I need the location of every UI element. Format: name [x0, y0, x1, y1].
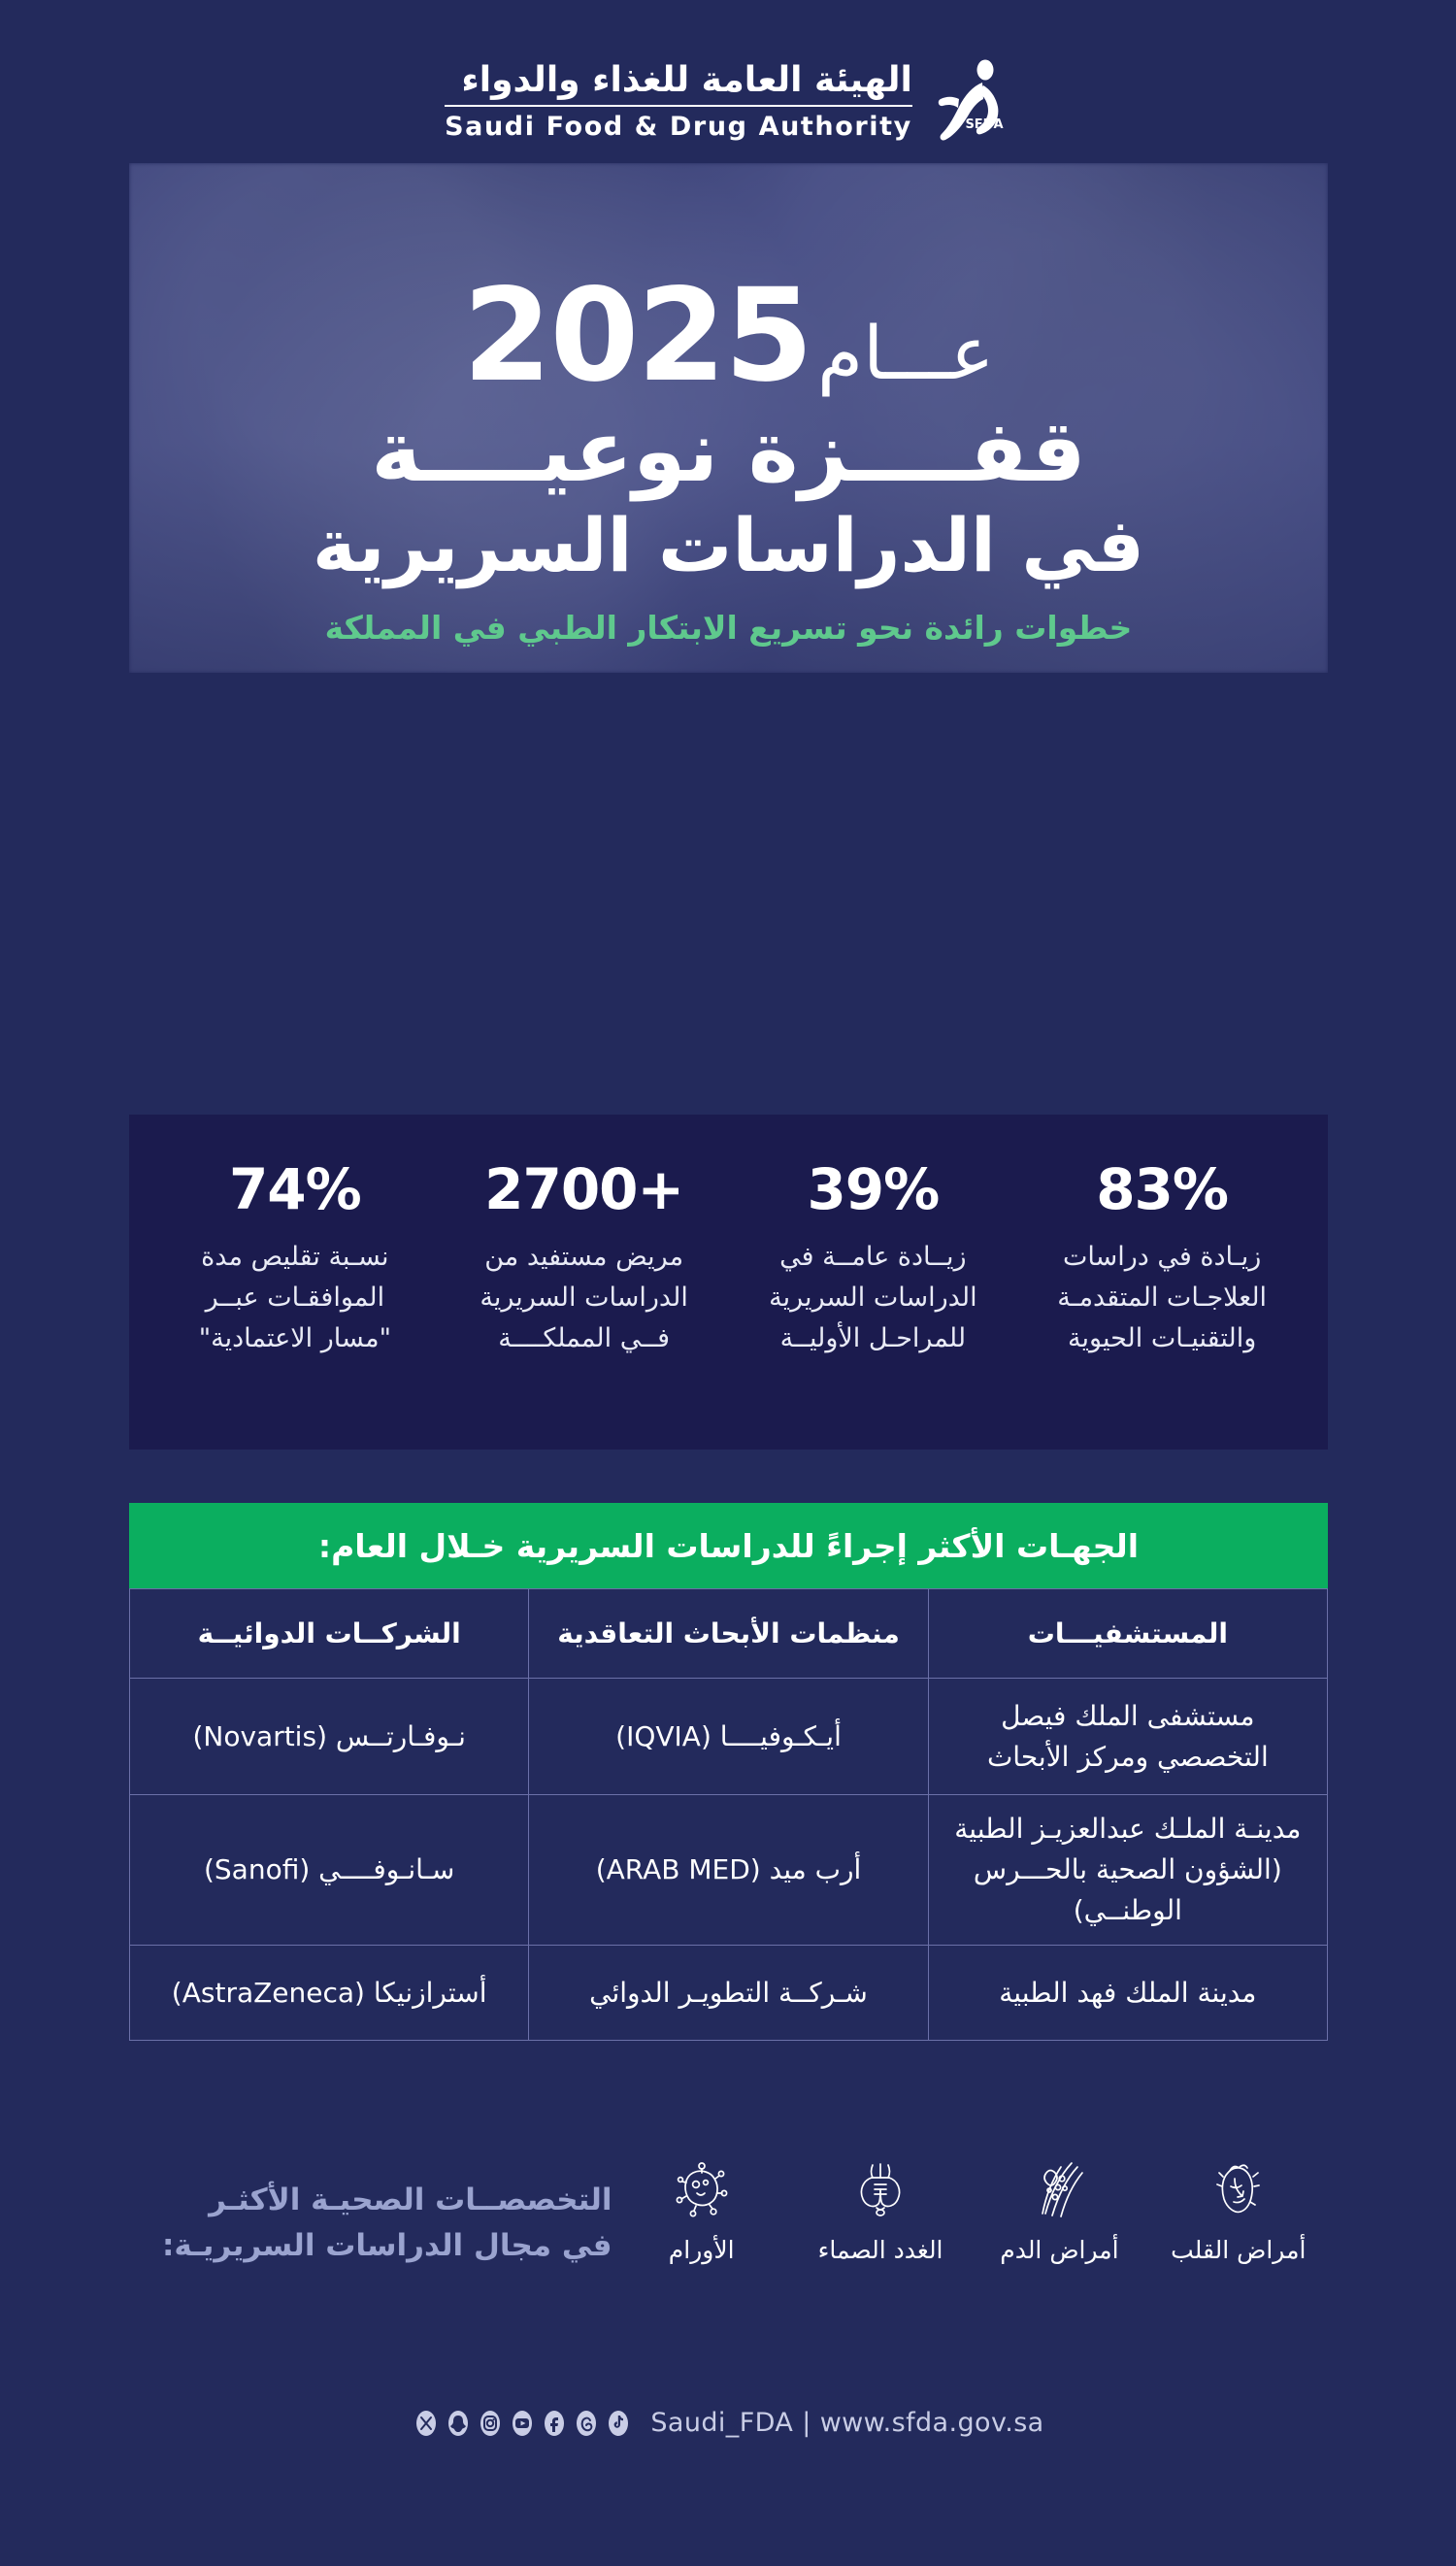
specialties-section: التخصصــات الصحيـة الأكثـر في مجال الدرا… — [129, 2150, 1328, 2335]
footer-bar: Saudi_FDA | www.sfda.gov.sa — [0, 2408, 1456, 2438]
stat-label-line: فــي المملكــــة — [498, 1322, 670, 1353]
instagram-icon[interactable] — [476, 2409, 505, 2438]
table-title: الجهـات الأكثر إجراءً للدراسات السريرية … — [317, 1526, 1140, 1565]
stat-label: مريض مستفيد من الدراسات السريرية فــي ال… — [449, 1237, 719, 1359]
hero-year-number: 2025 — [462, 260, 813, 411]
brand-header: الهيئة العامة للغذاء والدواء Saudi Food … — [0, 56, 1456, 146]
specialty-label: أمراض الدم — [1000, 2236, 1119, 2264]
top-entities-table: المستشفيـــات منظمات الأبحاث التعاقدية ا… — [128, 1588, 1329, 2041]
stat-label-line: الدراسات السريرية — [480, 1282, 688, 1313]
specialty-item: أمراض القلب — [1166, 2154, 1311, 2264]
stat-card: 83% زيـادة في دراسات العلاجـات المتقدمـة… — [1017, 1161, 1307, 1359]
table-cell: مدينـة الملـك عبدالعزيـز الطبية (الشؤون … — [927, 1794, 1329, 1946]
stat-value: 83% — [1096, 1156, 1229, 1222]
stat-value: 2700+ — [484, 1156, 684, 1222]
thyroid-gland-icon — [808, 2154, 953, 2224]
hero-subtitle: خطوات رائدة نحو تسريع الابتكار الطبي في … — [324, 609, 1133, 648]
stat-label: زيــادة عامــة في الدراسات السريرية للمر… — [739, 1237, 1009, 1359]
table-cell: أرب ميد (ARAB MED) — [528, 1794, 929, 1946]
specialties-title-line: التخصصــات الصحيـة الأكثـر — [209, 2183, 612, 2217]
key-stats-band: 74% نسـبة تقليص مدة الموافقـات عبــر "مس… — [129, 1115, 1328, 1450]
stat-label-line: الدراسات السريرية — [769, 1282, 977, 1313]
table-row: مدينة الملك فهد الطبية شـركــة التطويـر … — [128, 1945, 1329, 2041]
hero-banner: عـــام 2025 قفــــزة نوعيــــة في الدراس… — [129, 163, 1328, 673]
hero-headline-line-1: قفــــزة نوعيــــة — [371, 400, 1086, 501]
snapchat-icon[interactable] — [444, 2409, 473, 2438]
hero-headline-line-2: في الدراسات السريرية — [312, 501, 1145, 588]
brand-wordmark: الهيئة العامة للغذاء والدواء Saudi Food … — [445, 60, 912, 142]
stat-card: 74% نسـبة تقليص مدة الموافقـات عبــر "مس… — [150, 1161, 440, 1359]
stat-label-line: والتقنيـات الحيوية — [1068, 1322, 1257, 1353]
table-cell: شـركــة التطويـر الدوائي — [528, 1945, 929, 2041]
table-column-header: الشركــات الدوائيــة — [128, 1588, 530, 1679]
hero-year-row: عـــام 2025 — [174, 272, 1283, 400]
table-cell: مستشفى الملك فيصل التخصصي ومركز الأبحاث — [927, 1678, 1329, 1795]
stat-value: 74% — [228, 1156, 362, 1222]
brand-divider — [445, 104, 912, 107]
stat-label-line: زيــادة عامــة في — [779, 1242, 967, 1272]
stat-label-line: "مسار الاعتمادية" — [198, 1322, 391, 1353]
facebook-icon[interactable] — [540, 2409, 569, 2438]
table-column-header: منظمات الأبحاث التعاقدية — [528, 1588, 929, 1679]
table-cell: نـوفـارتــس (Novartis) — [128, 1678, 530, 1795]
specialty-label: الغدد الصماء — [817, 2236, 943, 2264]
table-row: مستشفى الملك فيصل التخصصي ومركز الأبحاث … — [128, 1678, 1329, 1795]
table-header-row: المستشفيـــات منظمات الأبحاث التعاقدية ا… — [128, 1588, 1329, 1679]
brand-name-arabic: الهيئة العامة للغذاء والدواء — [461, 60, 912, 101]
specialty-item: الغدد الصماء — [808, 2154, 953, 2264]
x-icon[interactable] — [412, 2409, 441, 2438]
stat-label-line: الموافقـات عبــر — [205, 1282, 385, 1313]
tumor-cell-icon — [629, 2154, 775, 2224]
specialty-item: أمراض الدم — [986, 2154, 1132, 2264]
stat-label-line: مريض مستفيد من — [484, 1242, 684, 1272]
stat-card: 39% زيــادة عامــة في الدراسات السريرية … — [729, 1161, 1018, 1359]
table-cell: أسترازنيكا (AstraZeneca) — [128, 1945, 530, 2041]
table-title-bar: الجهـات الأكثر إجراءً للدراسات السريرية … — [129, 1503, 1328, 1588]
table-cell: أيـكـوفيــــا (IQVIA) — [528, 1678, 929, 1795]
youtube-icon[interactable] — [508, 2409, 537, 2438]
stat-value: 39% — [807, 1156, 940, 1222]
hero-year-word: عـــام — [817, 309, 995, 396]
hero-color-overlay — [129, 163, 1328, 673]
table-column-header: المستشفيـــات — [927, 1588, 1329, 1679]
stat-label: زيـادة في دراسات العلاجـات المتقدمـة وال… — [1027, 1237, 1297, 1359]
threads-icon[interactable] — [572, 2409, 601, 2438]
specialty-item: الأورام — [629, 2154, 775, 2264]
stat-label: نسـبة تقليص مدة الموافقـات عبــر "مسار ا… — [160, 1237, 430, 1359]
specialties-title: التخصصــات الصحيـة الأكثـر في مجال الدرا… — [162, 2150, 612, 2268]
tiktok-icon[interactable] — [604, 2409, 633, 2438]
specialties-title-line: في مجال الدراسات السريريـة: — [162, 2227, 612, 2263]
stat-label-line: نسـبة تقليص مدة — [201, 1242, 389, 1272]
blood-vessel-icon — [986, 2154, 1132, 2224]
brand-name-english: Saudi Food & Drug Authority — [445, 111, 912, 142]
stat-label-line: العلاجـات المتقدمـة — [1057, 1282, 1268, 1313]
specialty-label: الأورام — [668, 2236, 735, 2264]
svg-text:SFDA: SFDA — [965, 117, 1003, 132]
footer-handle-and-website: Saudi_FDA | www.sfda.gov.sa — [650, 2408, 1044, 2438]
sfda-runner-logo-icon: SFDA — [930, 56, 1011, 146]
table-row: مدينـة الملـك عبدالعزيـز الطبية (الشؤون … — [128, 1794, 1329, 1946]
stat-label-line: للمراحـل الأوليــة — [779, 1322, 967, 1353]
specialty-label: أمراض القلب — [1171, 2236, 1307, 2264]
heart-icon — [1166, 2154, 1311, 2224]
table-cell: سـانـوفــــي (Sanofi) — [128, 1794, 530, 1946]
stat-card: 2700+ مريض مستفيد من الدراسات السريرية ف… — [440, 1161, 729, 1359]
table-cell: مدينة الملك فهد الطبية — [927, 1945, 1329, 2041]
stat-label-line: زيـادة في دراسات — [1062, 1242, 1262, 1272]
